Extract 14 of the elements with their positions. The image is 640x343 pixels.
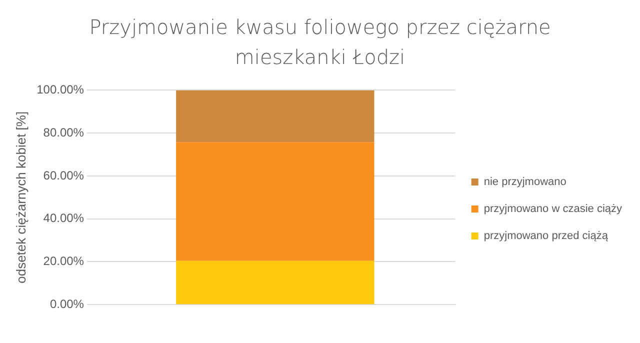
y-axis-title: odsetek ciężarnych kobiet [%] (13, 111, 28, 284)
bar (176, 142, 374, 261)
bar (176, 260, 374, 304)
y-tick-label: 40.00% (43, 211, 84, 226)
legend-label: przyjmowano przed ciążą (484, 230, 609, 242)
y-tick-label: 0.00% (50, 296, 84, 311)
y-tick-label: 60.00% (43, 168, 84, 182)
legend-label: nie przyjmowano (484, 176, 566, 188)
y-tick-label: 20.00% (43, 254, 84, 268)
chart-title: Przyjmowanie kwasu foliowego przez ciężarne mieszkanki Łodzi (88, 14, 552, 71)
bar (176, 90, 374, 142)
legend-label: przyjmowano w czasie ciąży (484, 203, 622, 216)
y-tick-label: 80.00% (43, 125, 84, 140)
y-tick-label: 100.00% (36, 82, 84, 97)
